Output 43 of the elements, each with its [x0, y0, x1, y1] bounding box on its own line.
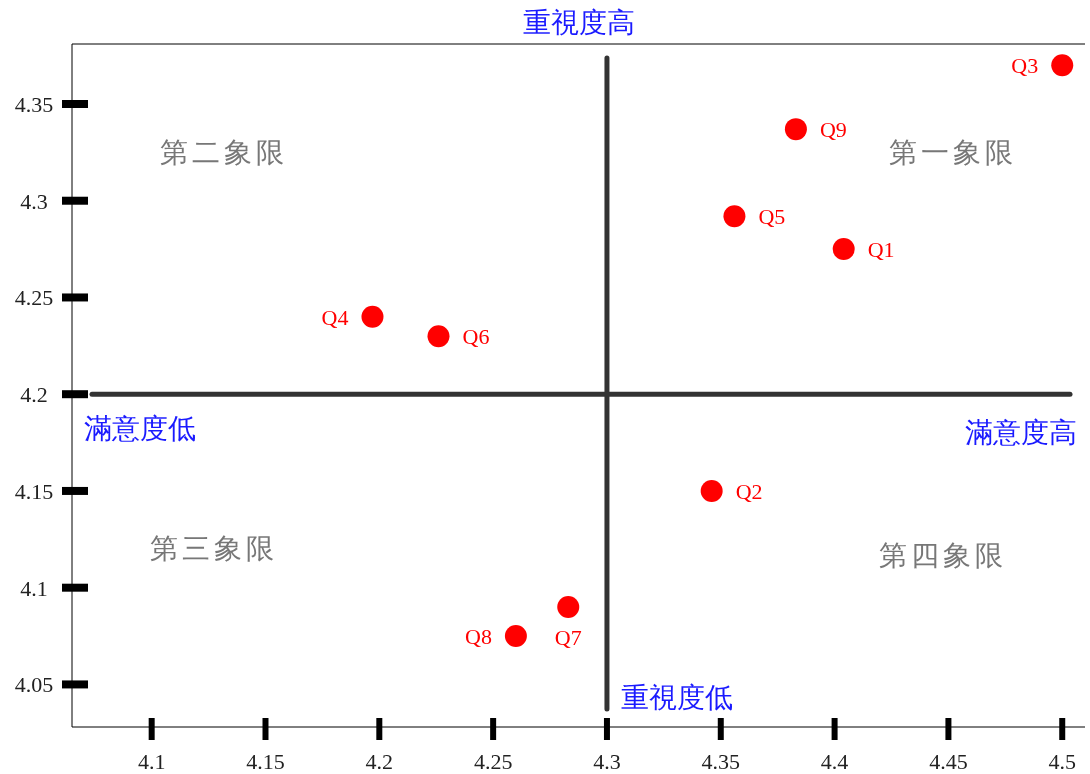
- y-tick-label: 4.3: [20, 188, 48, 214]
- point: [504, 625, 527, 648]
- series-label: Q7: [554, 625, 582, 651]
- series-label: Q6: [462, 324, 490, 350]
- x-tick-label: 4.45: [929, 749, 968, 774]
- annotation: 第三象限: [149, 533, 278, 565]
- x-tick-label: 4.35: [701, 749, 741, 774]
- series-label: Q8: [465, 624, 492, 650]
- series-label: Q2: [735, 478, 763, 504]
- series-label: Q3: [1011, 53, 1039, 79]
- point: [700, 479, 723, 502]
- series-label: Q1: [867, 237, 895, 263]
- x-tick-label: 4.4: [820, 749, 849, 774]
- x-tick-label: 4.2: [365, 749, 394, 774]
- y-tick-label: 4.15: [14, 478, 54, 504]
- point: [784, 118, 807, 141]
- point: [1051, 54, 1074, 77]
- annotation: 第二象限: [159, 137, 288, 169]
- ref-line-label: 重視度低: [620, 682, 733, 713]
- y-tick-label: 4.05: [14, 672, 54, 698]
- y-tick-label: 4.2: [20, 382, 48, 408]
- ref-line-label: 滿意度低: [84, 413, 196, 445]
- x-tick-label: 4.15: [246, 749, 285, 774]
- series-label: Q9: [819, 117, 847, 143]
- point: [723, 205, 746, 228]
- x-axis-title: 滿意度高: [965, 417, 1077, 449]
- ref-line: 重視度低: [604, 55, 733, 713]
- point: [427, 325, 450, 348]
- x-tick-label: 4.5: [1048, 749, 1076, 774]
- point: [557, 596, 580, 619]
- series-label: Q5: [758, 204, 786, 230]
- annotation: 第一象限: [889, 137, 1018, 169]
- y-tick-label: 4.1: [20, 575, 48, 601]
- annotation: 第四象限: [879, 540, 1008, 572]
- y-tick-label: 4.25: [14, 285, 54, 311]
- chart-title: 重視度高: [522, 7, 635, 38]
- point: [361, 305, 384, 328]
- x-tick-label: 4.3: [593, 749, 621, 774]
- x-tick-label: 4.1: [137, 749, 166, 774]
- x-tick-label: 4.25: [473, 749, 513, 774]
- series-label: Q4: [321, 304, 349, 330]
- y-tick-label: 4.35: [14, 91, 54, 117]
- point: [832, 238, 855, 261]
